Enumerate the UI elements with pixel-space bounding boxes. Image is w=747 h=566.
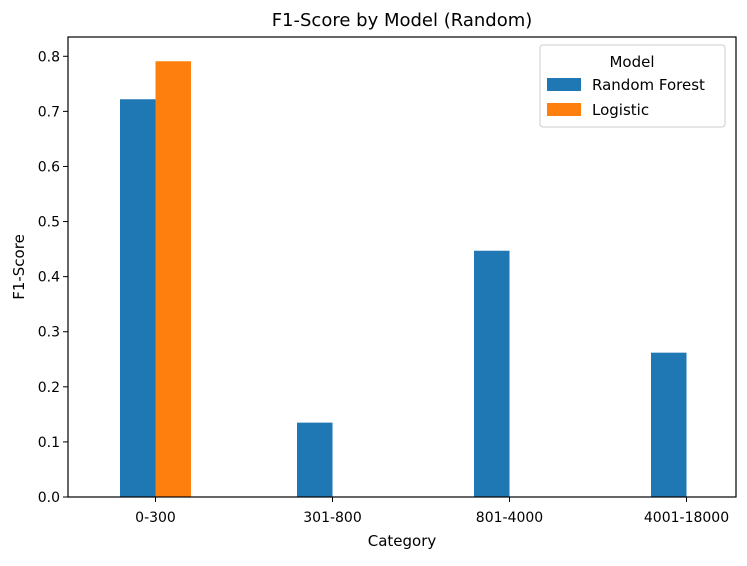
y-tick-label: 0.7 [38,104,60,120]
y-tick-label: 0.6 [38,159,60,175]
y-axis: 0.0 0.1 0.2 0.3 0.4 0.5 0.6 0.7 0.8 [38,49,68,506]
x-tick-label: 301-800 [303,510,362,526]
legend-box [539,44,726,128]
x-axis-label: Category [368,532,437,550]
y-tick-label: 0.8 [38,49,60,65]
legend-label: Random Forest [592,76,705,94]
x-tick-label: 801-4000 [476,510,543,526]
y-tick-label: 0.1 [38,435,60,451]
legend: Model Random Forest Logistic [539,44,726,128]
plot-frame [67,36,737,498]
bars-group [120,61,687,497]
legend-title: Model [609,53,654,71]
x-axis: 0-300 301-800 801-4000 4001-18000 [135,497,729,526]
y-tick-label: 0.5 [38,215,60,231]
y-tick-label: 0.3 [38,325,60,341]
bar-random-forest-301-800 [297,422,333,497]
legend-swatch [547,78,581,91]
x-tick-label: 4001-18000 [644,510,729,526]
legend-swatch [547,103,581,116]
bar-random-forest-801-4000 [474,250,510,497]
x-tick-label: 0-300 [135,510,176,526]
chart-title: F1-Score by Model (Random) [272,10,533,31]
bar-random-forest-4001-18000 [651,352,687,497]
y-tick-label: 0.0 [38,490,60,506]
legend-items: Random Forest Logistic [547,76,705,119]
y-tick-label: 0.2 [38,380,60,396]
bar-random-forest-0-300 [120,99,156,497]
bar-logistic-0-300 [155,61,191,497]
y-tick-label: 0.4 [38,270,60,286]
y-axis-label: F1-Score [10,234,28,300]
legend-label: Logistic [592,101,649,119]
